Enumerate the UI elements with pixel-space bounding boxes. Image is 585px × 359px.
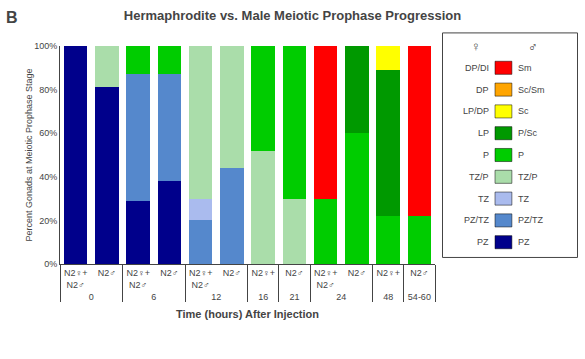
svg-text:LP: LP	[478, 128, 489, 138]
svg-text:LP/DP: LP/DP	[463, 106, 489, 116]
svg-text:N2♂: N2♂	[285, 268, 303, 278]
svg-text:60%: 60%	[39, 128, 57, 138]
svg-text:P: P	[518, 150, 524, 160]
svg-text:B: B	[6, 9, 18, 26]
svg-text:N2♀+: N2♀+	[251, 268, 275, 278]
svg-text:DP: DP	[476, 85, 489, 95]
svg-text:0: 0	[89, 292, 94, 302]
svg-text:PZ/TZ: PZ/TZ	[518, 215, 543, 225]
svg-text:N2♀+N2♂: N2♀+N2♂	[64, 268, 88, 290]
svg-text:N2♀+N2♂: N2♀+N2♂	[314, 268, 338, 290]
svg-text:80%: 80%	[39, 85, 57, 95]
svg-text:N2♂: N2♂	[348, 268, 366, 278]
svg-text:N2♂: N2♂	[223, 268, 241, 278]
svg-text:N2♂: N2♂	[98, 268, 116, 278]
svg-text:DP/DI: DP/DI	[465, 63, 489, 73]
svg-text:♀: ♀	[471, 39, 481, 54]
svg-text:20%: 20%	[39, 216, 57, 226]
svg-text:N2♂: N2♂	[410, 268, 428, 278]
svg-text:P: P	[483, 150, 489, 160]
svg-text:0%: 0%	[44, 259, 57, 269]
svg-text:100%: 100%	[34, 41, 57, 51]
svg-text:N2♀+: N2♀+	[376, 268, 400, 278]
svg-text:N2♂: N2♂	[160, 268, 178, 278]
svg-text:TZ: TZ	[478, 194, 489, 204]
svg-text:Time (hours) After Injection: Time (hours) After Injection	[176, 308, 319, 320]
svg-text:TZ: TZ	[518, 194, 529, 204]
svg-text:Sc: Sc	[518, 106, 529, 116]
svg-text:21: 21	[289, 292, 299, 302]
svg-text:N2♀+N2♂: N2♀+N2♂	[126, 268, 150, 290]
svg-text:PZ: PZ	[477, 237, 489, 247]
svg-text:40%: 40%	[39, 172, 57, 182]
svg-text:Hermaphrodite vs. Male Meiotic: Hermaphrodite vs. Male Meiotic Prophase …	[124, 8, 461, 23]
svg-text:48: 48	[383, 292, 393, 302]
svg-text:54-60: 54-60	[408, 292, 431, 302]
svg-text:TZ/P: TZ/P	[518, 172, 538, 182]
svg-text:N2♀+N2♂: N2♀+N2♂	[189, 268, 213, 290]
svg-text:P/Sc: P/Sc	[518, 128, 538, 138]
svg-text:PZ: PZ	[518, 237, 530, 247]
svg-text:♂: ♂	[528, 39, 538, 54]
svg-text:16: 16	[258, 292, 268, 302]
svg-text:PZ/TZ: PZ/TZ	[464, 215, 489, 225]
svg-text:12: 12	[211, 292, 221, 302]
svg-text:6: 6	[151, 292, 156, 302]
svg-text:TZ/P: TZ/P	[469, 172, 489, 182]
svg-text:24: 24	[336, 292, 346, 302]
svg-text:Sc/Sm: Sc/Sm	[518, 85, 545, 95]
svg-text:Percent Gonads at Meiotic Prop: Percent Gonads at Meiotic Prophase Stage	[24, 68, 34, 241]
svg-text:Sm: Sm	[518, 63, 532, 73]
